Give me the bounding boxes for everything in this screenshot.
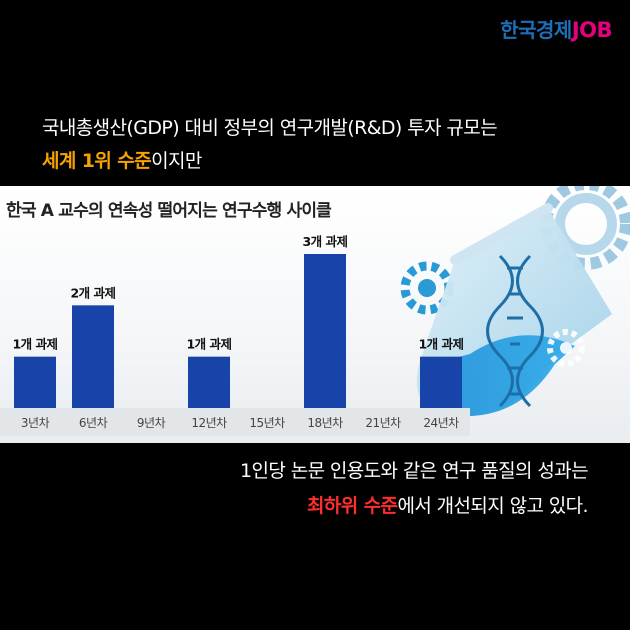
bar-6년차 xyxy=(72,305,114,408)
dna-icon xyxy=(486,254,544,408)
data-label-18년차: 3개 과제 xyxy=(302,234,347,249)
chart-panel: 1개 과제 2개 과제 1개 과제 3개 과제 1개 과제 3년차 6년차 9년차 12년차 1… xyxy=(0,186,630,443)
caption-top-line2: 세계 1위 수준이지만 xyxy=(42,145,602,178)
caption-bottom: 1인당 논문 인용도와 같은 연구 품질의 성과는 최하위 수준에서 개선되지 … xyxy=(28,454,589,524)
bar-24년차 xyxy=(420,356,462,408)
caption-top-line1: 국내총생산(GDP) 대비 정부의 연구개발(R&D) 투자 규모는 xyxy=(42,117,498,139)
bar-12년차 xyxy=(188,356,230,408)
x-tick-9년차: 9년차 xyxy=(137,416,166,430)
x-tick-12년차: 12년차 xyxy=(191,416,227,430)
x-tick-24년차: 24년차 xyxy=(423,416,459,430)
caption-bottom-line2: 최하위 수준에서 개선되지 않고 있다. xyxy=(28,489,589,524)
x-tick-15년차: 15년차 xyxy=(249,416,285,430)
data-label-3년차: 1개 과제 xyxy=(12,337,57,352)
caption-bottom-line1: 1인당 논문 인용도와 같은 연구 품질의 성과는 xyxy=(240,460,589,482)
brand-korean: 한국경제 xyxy=(500,18,572,42)
flask-gear-icon xyxy=(547,329,585,367)
x-tick-21년차: 21년차 xyxy=(365,416,401,430)
caption-bottom-rest: 에서 개선되지 않고 있다. xyxy=(397,495,588,517)
x-tick-3년차: 3년차 xyxy=(21,416,50,430)
data-label-24년차: 1개 과제 xyxy=(418,337,463,352)
axis-band xyxy=(0,408,470,436)
data-label-12년차: 1개 과제 xyxy=(186,337,231,352)
gear-icon xyxy=(540,186,630,270)
caption-top-rest: 이지만 xyxy=(151,150,202,172)
caption-top-highlight: 세계 1위 수준 xyxy=(42,150,152,172)
brand-logo: 한국경제JOB xyxy=(500,14,612,43)
bar-18년차 xyxy=(304,254,346,408)
caption-bottom-highlight: 최하위 수준 xyxy=(307,495,398,517)
x-tick-18년차: 18년차 xyxy=(307,416,343,430)
bar-3년차 xyxy=(14,356,56,408)
caption-top: 국내총생산(GDP) 대비 정부의 연구개발(R&D) 투자 규모는 세계 1위… xyxy=(42,112,602,178)
bar-chart: 1개 과제 2개 과제 1개 과제 3개 과제 1개 과제 3년차 6년차 9년차 12년차 1… xyxy=(0,186,630,436)
chart-title: 한국 A 교수의 연속성 떨어지는 연구수행 사이클 xyxy=(6,201,332,221)
brand-job: JOB xyxy=(571,18,613,42)
data-label-6년차: 2개 과제 xyxy=(70,285,115,300)
x-tick-6년차: 6년차 xyxy=(79,416,108,430)
